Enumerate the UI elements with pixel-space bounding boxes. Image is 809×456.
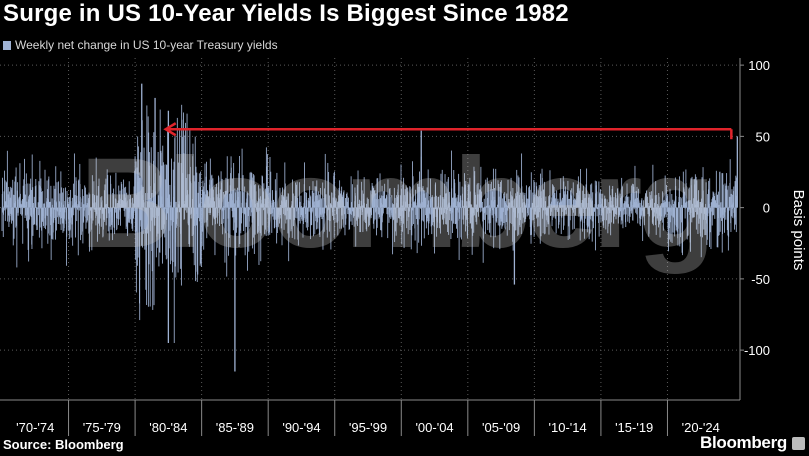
y-tick-label: -50 (751, 272, 770, 287)
y-tick-label: 50 (756, 129, 770, 144)
legend-swatch (3, 40, 11, 50)
legend-label: Weekly net change in US 10-year Treasury… (15, 38, 278, 52)
x-tick-label: '90-'94 (282, 420, 320, 435)
x-tick-label: '10-'14 (549, 420, 587, 435)
y-tick-label: 100 (748, 58, 770, 73)
x-tick-label: '05-'09 (482, 420, 520, 435)
arrow-head (163, 122, 177, 137)
x-tick-label: '80-'84 (149, 420, 187, 435)
corner-icon (792, 437, 805, 450)
x-tick-label: '20-'24 (682, 420, 720, 435)
x-tick-label: '15-'19 (615, 420, 653, 435)
y-tick-label: 0 (763, 201, 770, 216)
bar-series (1, 83, 738, 372)
x-tick-label: '75-'79 (83, 420, 121, 435)
brand-logo: Bloomberg (699, 433, 787, 452)
legend: Weekly net change in US 10-year Treasury… (3, 38, 278, 52)
source-note: Source: Bloomberg (3, 437, 124, 452)
chart-title: Surge in US 10-Year Yields Is Biggest Si… (3, 0, 569, 27)
y-axis-label: Basis points (790, 190, 807, 271)
x-tick-label: '85-'89 (216, 420, 254, 435)
x-tick-label: '00-'04 (415, 420, 453, 435)
x-tick-label: '70-'74 (16, 420, 54, 435)
y-tick-label: -100 (744, 343, 770, 358)
x-tick-label: '95-'99 (349, 420, 387, 435)
arrow-annotation (163, 122, 733, 140)
